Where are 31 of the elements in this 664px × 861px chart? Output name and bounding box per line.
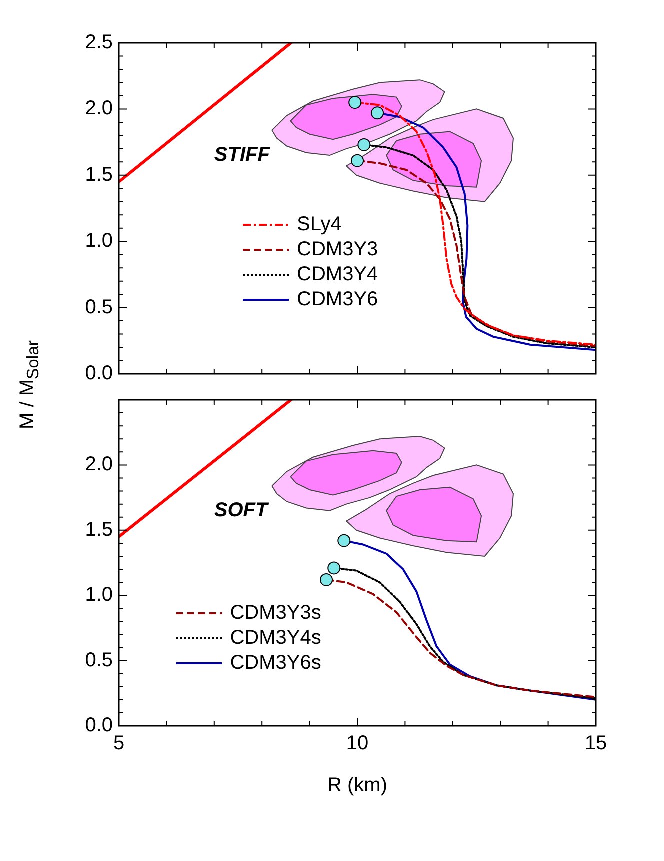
legend-label: CDM3Y4s xyxy=(230,627,322,650)
legend-label: CDM3Y3 xyxy=(297,238,378,261)
y-tick-label: 1.0 xyxy=(85,584,113,606)
point xyxy=(348,96,362,110)
point xyxy=(320,573,333,586)
y-tick-label: 0.5 xyxy=(85,296,113,318)
point xyxy=(328,562,341,575)
y-tick-label: 2.0 xyxy=(85,454,113,476)
x-tick-label: 15 xyxy=(584,732,608,755)
point xyxy=(351,154,364,168)
x-axis-title: R (km) xyxy=(328,774,388,797)
legend-label: CDM3Y6s xyxy=(230,652,322,674)
point xyxy=(371,106,384,120)
x-tick-label: 10 xyxy=(346,732,369,755)
point xyxy=(338,534,351,548)
y-tick-label: 0.0 xyxy=(85,362,113,385)
annotation: SOFT xyxy=(214,499,270,522)
y-tick-label: 2.5 xyxy=(85,32,113,54)
legend-label: SLy4 xyxy=(297,214,342,236)
y-tick-label: 2.0 xyxy=(85,98,113,120)
y-tick-label: 1.5 xyxy=(85,518,113,541)
y-tick-label: 0.0 xyxy=(85,714,113,737)
y-tick-label: 1.5 xyxy=(85,164,113,186)
point xyxy=(358,138,371,152)
x-tick-label: 5 xyxy=(113,732,125,755)
y-tick-label: 1.0 xyxy=(85,230,113,252)
legend-label: CDM3Y4 xyxy=(297,264,378,286)
legend-label: CDM3Y3s xyxy=(230,602,322,624)
annotation: STIFF xyxy=(214,144,271,166)
y-tick-label: 0.5 xyxy=(85,649,113,672)
legend-label: CDM3Y6 xyxy=(297,288,378,311)
